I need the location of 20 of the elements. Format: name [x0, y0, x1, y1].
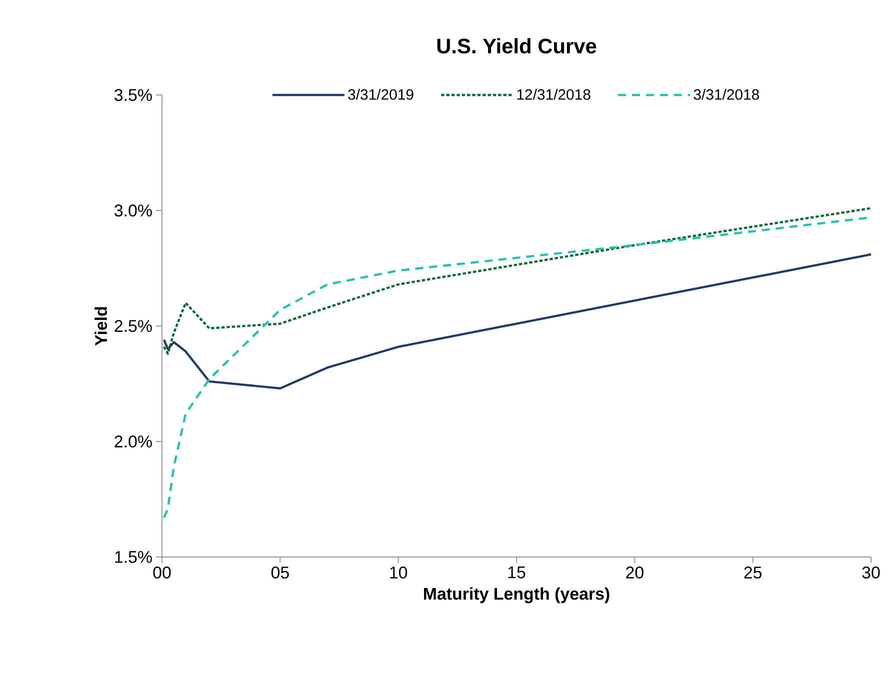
y-tick-label: 2.5% — [114, 320, 152, 332]
x-tick-label: 10 — [390, 566, 408, 579]
line-series — [162, 253, 872, 390]
x-tick-label: 15 — [508, 566, 526, 578]
y-tick-label: 3.5% — [114, 89, 152, 101]
x-tick-label: 25 — [744, 566, 762, 579]
x-tick-label: 05 — [271, 566, 289, 579]
legend-label: 12/31/2018 — [517, 88, 590, 100]
x-tick-label: 30 — [862, 566, 880, 579]
legend-label: 3/31/2018 — [694, 88, 759, 100]
y-tick-label: 3.0% — [114, 204, 152, 216]
x-axis-title: Maturity Length (years) — [424, 587, 610, 604]
x-tick-label: 00 — [153, 566, 171, 579]
y-tick-label: 2.0% — [114, 436, 152, 448]
y-tick-label: 1.5% — [115, 551, 152, 563]
line-series — [162, 207, 872, 355]
chart-title: U.S. Yield Curve — [437, 38, 596, 54]
legend-label: 3/31/2019 — [348, 88, 414, 100]
x-tick-label: 20 — [626, 566, 644, 579]
y-axis-title: Yield — [94, 307, 108, 346]
